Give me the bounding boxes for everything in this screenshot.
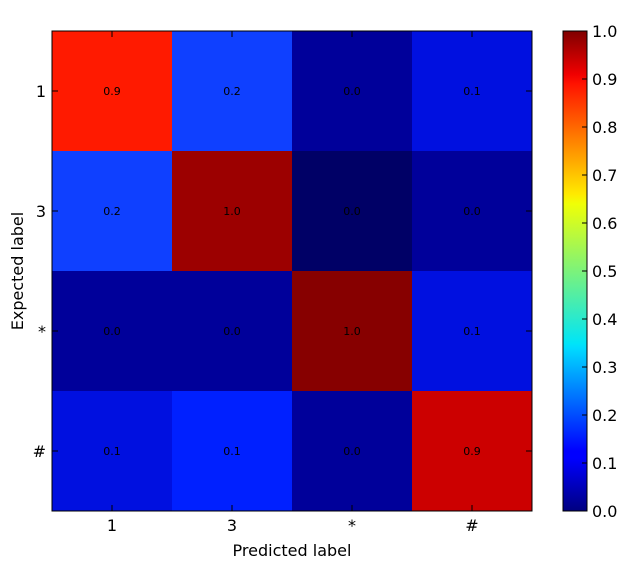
heatmap-cell	[412, 271, 532, 391]
colorbar-tick-label: 0.9	[592, 70, 617, 89]
heatmap-cell-labels: 0.9 0.2 0.0 0.1 0.2 1.0 0.0 0.0 0.0 0.0 1.0 0.1 0.1 0…	[103, 85, 481, 458]
y-axis-ticks: 1 3 * #	[33, 82, 532, 461]
cell-value-label: 0.9	[463, 445, 481, 458]
cell-value-label: 0.1	[223, 445, 241, 458]
x-axis-ticks: 1 3 * #	[107, 31, 479, 535]
heatmap-cell	[292, 151, 412, 271]
heatmap-cell	[292, 391, 412, 511]
heatmap-cell	[172, 271, 292, 391]
heatmap-cell	[412, 391, 532, 511]
cell-value-label: 0.2	[223, 85, 241, 98]
colorbar-tick-label: 0.5	[592, 262, 617, 281]
heatmap-cell	[172, 31, 292, 151]
heatmap-cell	[292, 271, 412, 391]
heatmap-cell	[412, 31, 532, 151]
cell-value-label: 0.1	[103, 445, 121, 458]
plot-frame	[51, 30, 533, 512]
cell-value-label: 0.2	[103, 205, 121, 218]
x-axis-label: Predicted label	[233, 541, 352, 560]
y-axis-label: Expected label	[8, 212, 27, 330]
cell-value-label: 0.0	[103, 325, 121, 338]
cell-value-label: 0.9	[103, 85, 121, 98]
y-tick-label: *	[38, 322, 46, 341]
heatmap-cell	[292, 31, 412, 151]
x-tick-label: *	[348, 516, 356, 535]
cell-value-label: 1.0	[223, 205, 241, 218]
colorbar-ticks: 0.0 0.1 0.2 0.3 0.4 0.5 0.6 0.7 0.8 0.9 1.0	[582, 22, 617, 521]
colorbar-tick-label: 0.0	[592, 502, 617, 521]
x-tick-label: 1	[107, 516, 117, 535]
y-tick-label: 1	[36, 82, 46, 101]
y-tick-label: #	[33, 442, 46, 461]
heatmap-cell	[172, 151, 292, 271]
y-tick-label: 3	[36, 202, 46, 221]
heatmap-cell	[412, 151, 532, 271]
x-tick-label: #	[465, 516, 478, 535]
cell-value-label: 0.1	[463, 85, 481, 98]
cell-value-label: 0.0	[223, 325, 241, 338]
heatmap-cell	[52, 391, 172, 511]
colorbar-tick-label: 0.7	[592, 166, 617, 185]
cell-value-label: 0.1	[463, 325, 481, 338]
cell-value-label: 1.0	[343, 325, 361, 338]
colorbar-tick-label: 0.8	[592, 118, 617, 137]
x-tick-label: 3	[227, 516, 237, 535]
heatmap-cell	[52, 271, 172, 391]
colorbar-tick-label: 0.6	[592, 214, 617, 233]
colorbar-tick-label: 1.0	[592, 22, 617, 41]
colorbar-tick-label: 0.4	[592, 310, 617, 329]
cell-value-label: 0.0	[463, 205, 481, 218]
heatmap-cells	[52, 31, 532, 511]
colorbar	[562, 30, 588, 512]
colorbar-tick-label: 0.1	[592, 454, 617, 473]
heatmap-cell	[52, 31, 172, 151]
cell-value-label: 0.0	[343, 445, 361, 458]
cell-value-label: 0.0	[343, 205, 361, 218]
cell-value-label: 0.0	[343, 85, 361, 98]
heatmap-cell	[172, 391, 292, 511]
colorbar-tick-label: 0.2	[592, 406, 617, 425]
heatmap-cell	[52, 151, 172, 271]
colorbar-tick-label: 0.3	[592, 358, 617, 377]
